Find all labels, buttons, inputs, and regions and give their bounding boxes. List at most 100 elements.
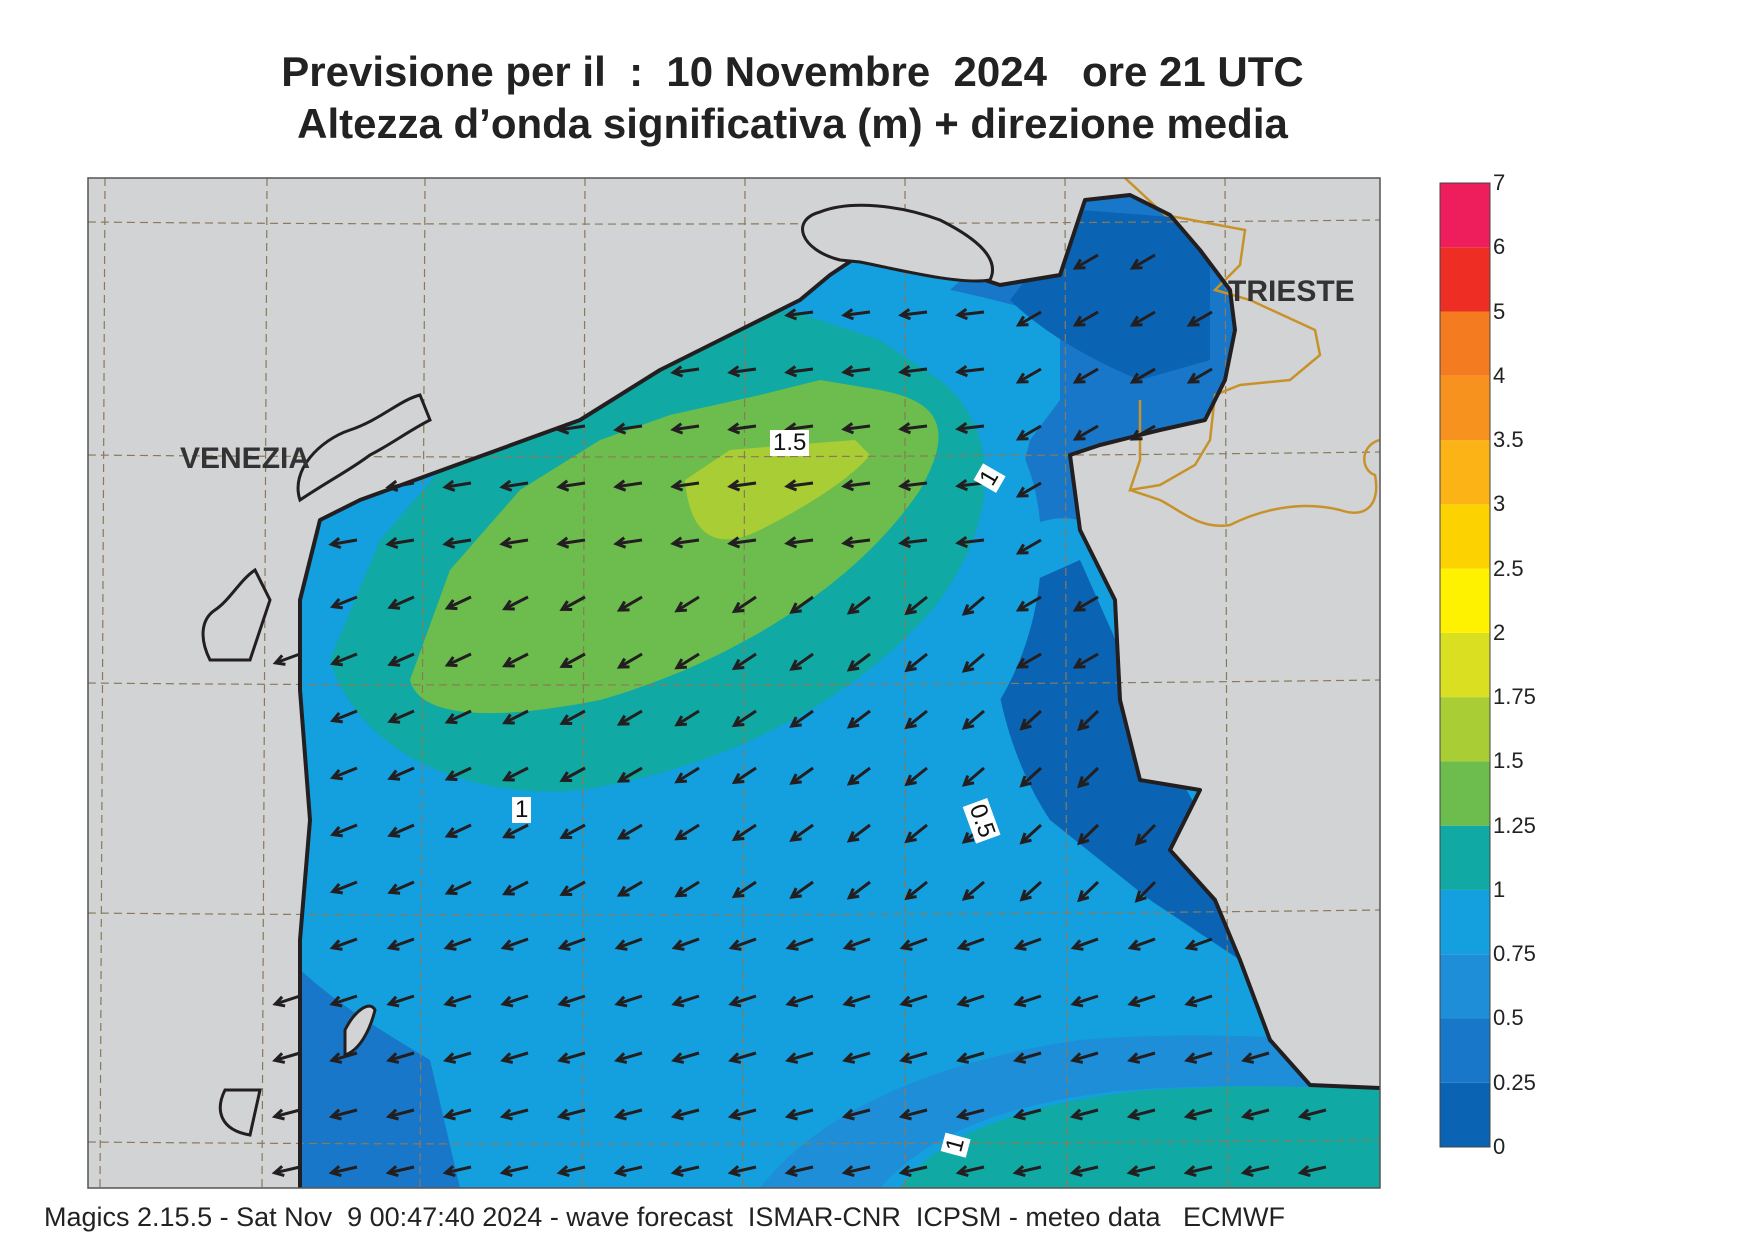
wave-arrow-head <box>955 364 969 378</box>
wave-arrow-shaft <box>331 1165 358 1175</box>
wave-arrow-head <box>502 827 515 839</box>
wave-arrow-head <box>328 537 342 550</box>
wave-arrow-head <box>904 717 917 730</box>
wave-arrow-head <box>329 597 343 610</box>
wave-arrow-shaft <box>957 424 985 431</box>
wave-arrow-head <box>670 365 684 378</box>
wave-arrow-head <box>956 995 970 1008</box>
wave-arrow-head <box>961 775 975 787</box>
wave-arrow-head <box>500 939 514 951</box>
wave-arrow-head <box>898 365 912 378</box>
wave-arrow-shaft <box>844 1108 871 1119</box>
wave-arrow-shaft <box>559 1108 586 1119</box>
wave-arrow-shaft <box>844 424 871 431</box>
wave-arrow-head <box>904 660 917 673</box>
wave-arrow-head <box>670 536 684 549</box>
wave-arrow-shaft <box>1017 310 1042 327</box>
wave-arrow-shaft <box>957 367 985 374</box>
wave-arrow-head <box>1072 657 1086 669</box>
wave-arrow-shaft <box>1131 424 1156 441</box>
wave-arrow-head <box>1129 372 1143 384</box>
wave-arrow-shaft <box>332 823 358 837</box>
wave-arrow-shaft <box>388 1108 415 1119</box>
legend-tick-label: 1.5 <box>1493 748 1524 774</box>
wave-arrow-shaft <box>389 595 415 609</box>
legend-swatch <box>1440 375 1490 441</box>
wave-arrow-head <box>1015 600 1029 612</box>
wave-arrow-head <box>955 535 969 549</box>
wave-arrow-shaft <box>1017 538 1042 555</box>
wave-arrow-shaft <box>618 595 643 612</box>
wave-arrow-shaft <box>963 652 985 673</box>
wave-arrow-shaft <box>1135 880 1157 902</box>
wave-arrow-shaft <box>559 1051 586 1062</box>
wave-arrow-shaft <box>673 1165 700 1175</box>
wave-arrow-shaft <box>561 880 586 896</box>
wave-arrow-head <box>784 1165 798 1177</box>
wave-arrow-shaft <box>905 880 928 900</box>
delta-island <box>343 1004 377 1058</box>
wave-arrow-shaft <box>1186 994 1213 1006</box>
wave-arrow-head <box>731 715 745 728</box>
wave-arrow-head <box>1072 429 1086 441</box>
wave-arrow-shaft <box>389 652 415 666</box>
wave-arrow-head <box>329 654 343 667</box>
wave-arrow-shaft <box>848 595 871 614</box>
wave-arrow-shaft <box>388 481 415 489</box>
wave-arrow-head <box>329 711 343 724</box>
wave-arrow-head <box>671 995 685 1008</box>
wave-arrow-shaft <box>958 994 985 1006</box>
wave-arrow-head <box>841 536 855 549</box>
wave-arrow-shaft <box>848 823 871 842</box>
wave-arrow-shaft <box>1015 1165 1042 1175</box>
wave-arrow-shaft <box>730 1108 757 1119</box>
wave-arrow-head <box>329 882 343 895</box>
wave-arrow-shaft <box>844 538 871 545</box>
wave-arrow-head <box>559 771 573 782</box>
wave-arrow-shaft <box>1243 1051 1270 1062</box>
legend-swatch <box>1440 1018 1490 1083</box>
wave-arrow-shaft <box>673 367 700 375</box>
wave-arrow-shaft <box>844 1165 871 1175</box>
wave-arrow-head <box>674 829 688 841</box>
wave-arrow-shaft <box>963 709 985 730</box>
wave-arrow-head <box>385 1108 399 1121</box>
wave-arrow-shaft <box>618 823 643 840</box>
wave-arrow-head <box>1015 486 1029 498</box>
wave-arrow-head <box>841 422 855 435</box>
wave-arrow-head <box>1012 1165 1026 1177</box>
wave-arrow-shaft <box>676 709 700 727</box>
wave-arrow-shaft <box>618 652 643 669</box>
legend-tick-label: 3.5 <box>1493 427 1524 453</box>
wave-arrow-head <box>559 657 573 668</box>
wave-arrow-head <box>1126 1108 1140 1121</box>
legend-tick-label: 6 <box>1493 234 1506 260</box>
wave-arrow-head <box>841 365 855 378</box>
legend-tick-label: 0.75 <box>1493 941 1536 967</box>
wave-arrow-head <box>789 716 802 728</box>
wave-arrow-shaft <box>616 1051 643 1062</box>
wave-arrow-shaft <box>844 481 871 488</box>
wave-arrow-head <box>499 1108 513 1121</box>
legend-swatch <box>1440 504 1490 569</box>
wave-arrow-head <box>1019 832 1032 845</box>
wave-arrow-head <box>614 995 628 1008</box>
wave-arrow-head <box>1015 657 1029 669</box>
wave-arrow-head <box>1019 889 1032 902</box>
wave-arrow-head <box>616 600 630 612</box>
wave-arrow-head <box>556 422 570 435</box>
wave-arrow-shaft <box>331 994 358 1006</box>
wave-arrow-head <box>386 995 400 1008</box>
wave-arrow-shaft <box>901 994 928 1006</box>
wave-arrow-shaft <box>616 424 643 432</box>
wave-arrow-head <box>328 1165 342 1177</box>
wave-arrow-head <box>444 827 458 839</box>
wave-arrow-head <box>904 831 917 844</box>
wave-arrow-shaft <box>561 652 586 668</box>
wave-arrow-head <box>670 422 684 435</box>
wave-arrow-shaft <box>848 652 871 671</box>
wave-arrow-shaft <box>1017 367 1042 384</box>
wave-arrow-shaft <box>957 538 985 545</box>
legend-swatch <box>1440 889 1490 955</box>
legend-tick-label: 0.25 <box>1493 1069 1536 1095</box>
